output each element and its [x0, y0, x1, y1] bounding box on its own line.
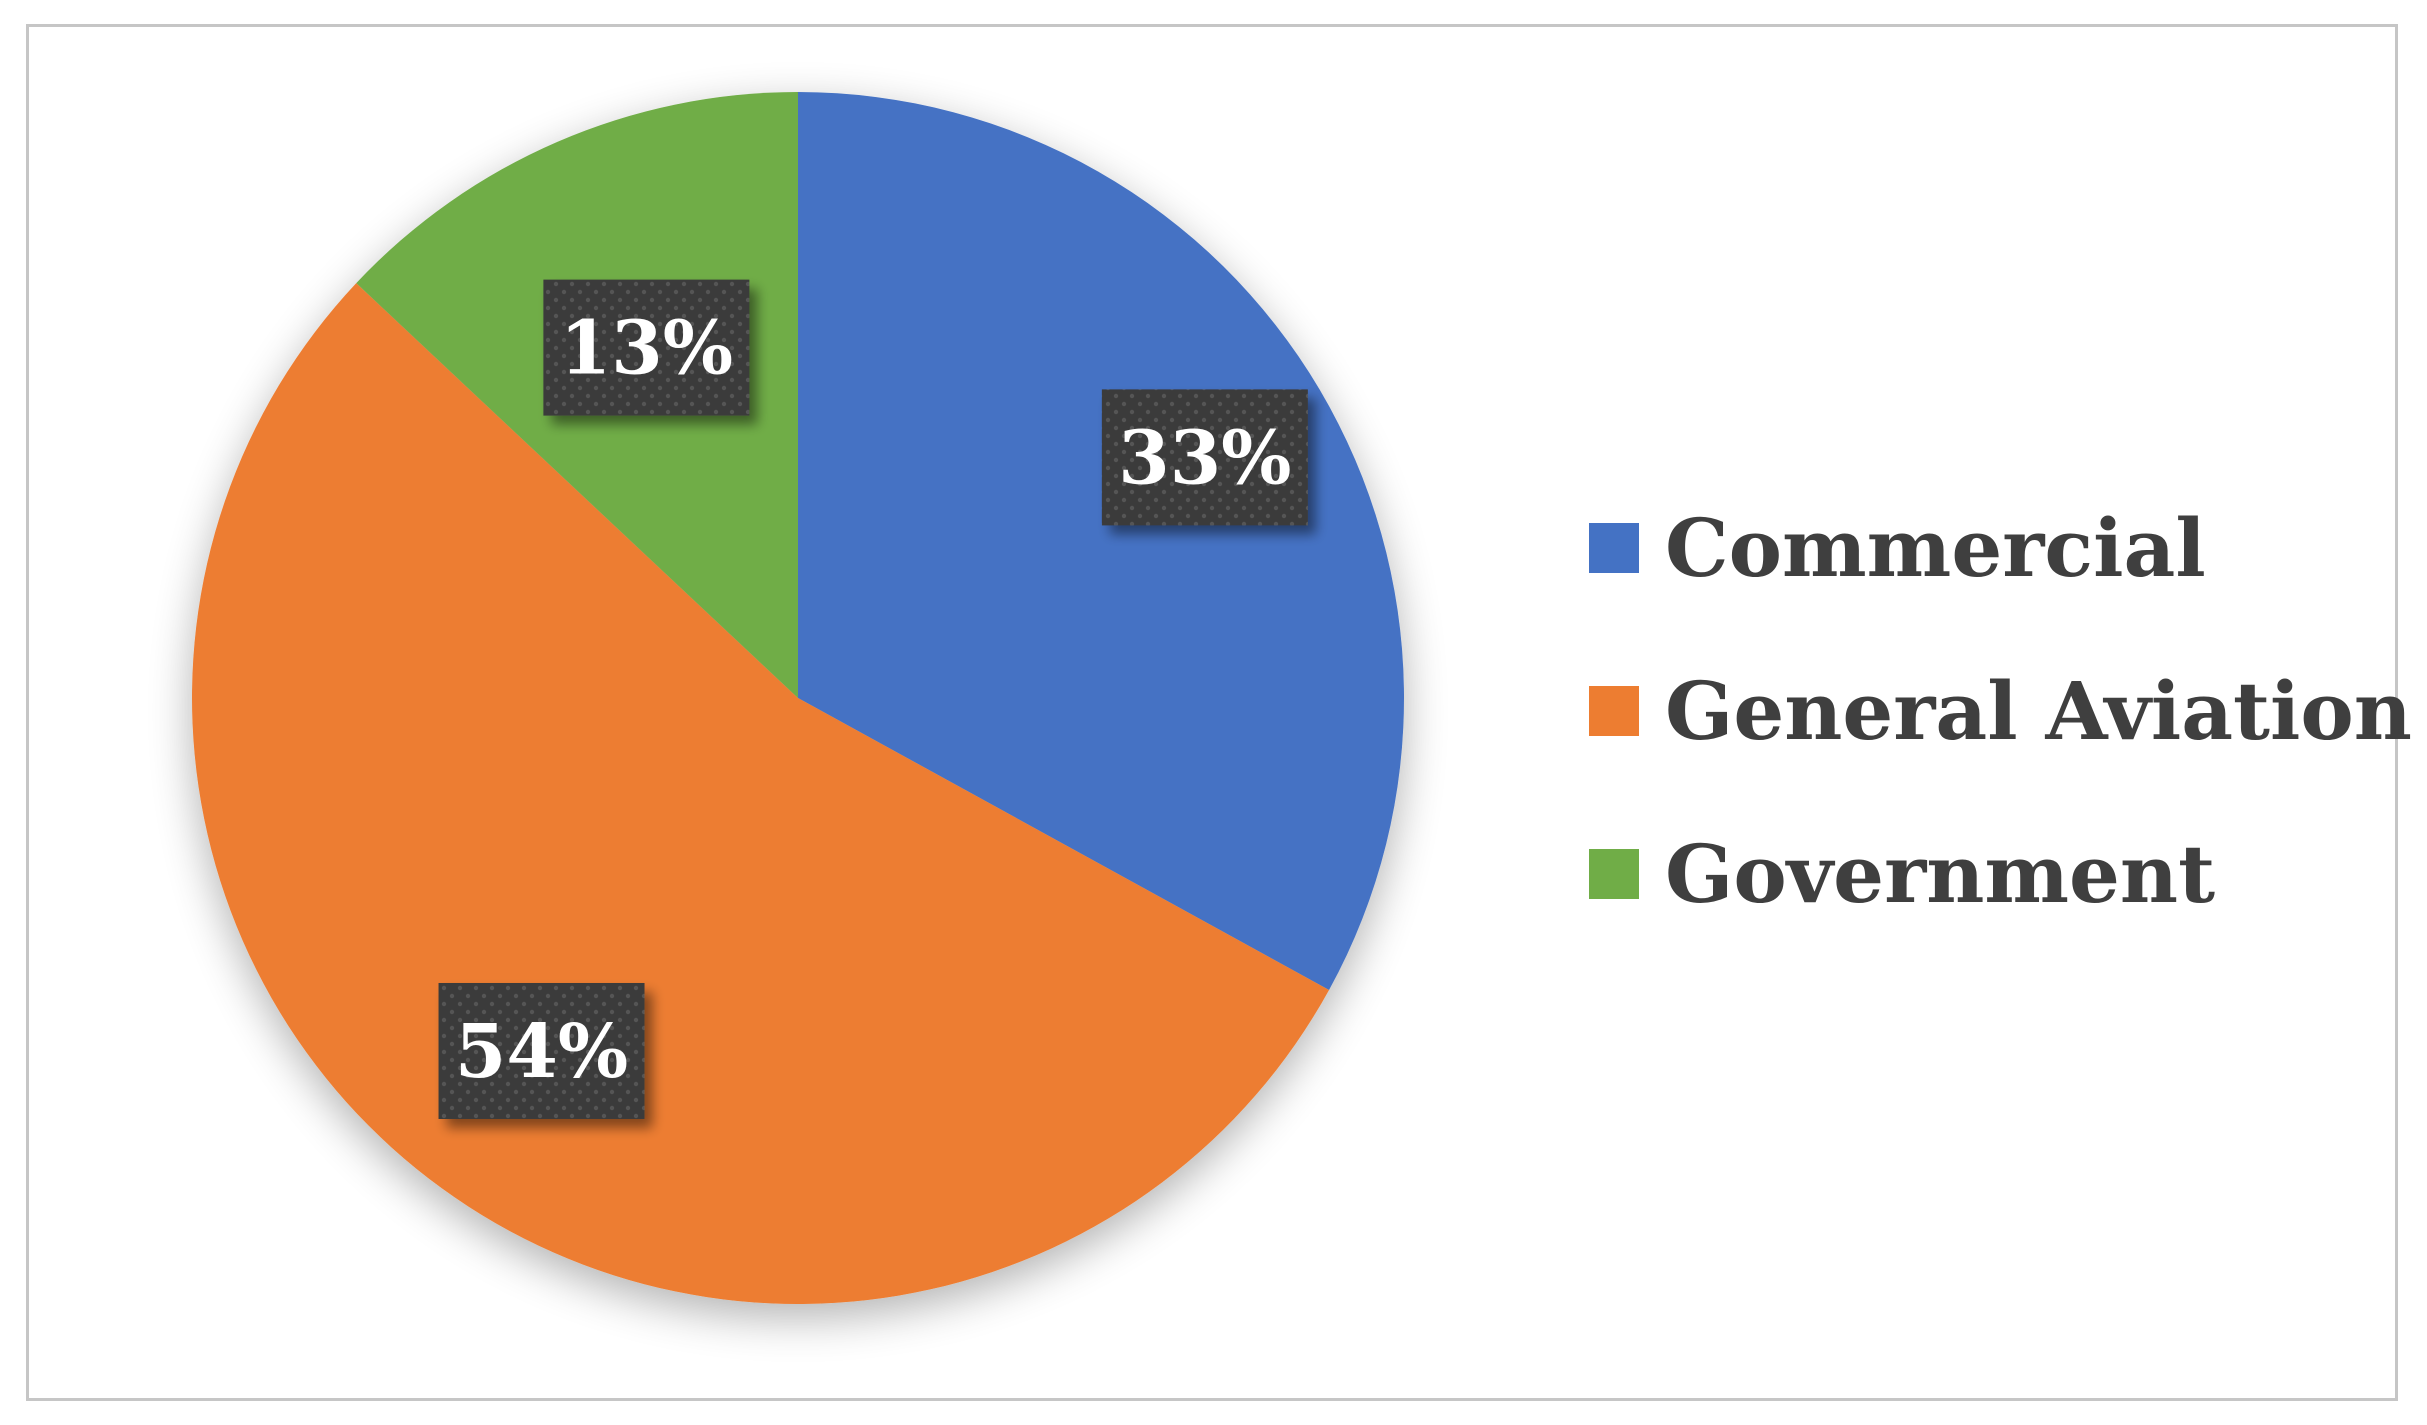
data-labels: 33% 54% 13% [438, 279, 1308, 1119]
data-label-government: 13% [543, 279, 750, 416]
legend-item-government: Government [1589, 827, 2215, 921]
data-label-text: 33% [1118, 415, 1291, 501]
pie-slices [192, 92, 1404, 1305]
legend-label: General Aviation [1665, 664, 2412, 758]
data-label-general-aviation: 54% [438, 982, 645, 1119]
legend-label: Government [1665, 827, 2215, 921]
legend-swatch [1589, 686, 1639, 736]
data-label-box [543, 279, 750, 416]
data-label-text: 13% [560, 306, 733, 392]
legend-item-commercial: Commercial [1589, 501, 2206, 595]
legend-label: Commercial [1665, 501, 2206, 595]
legend-item-general-aviation: General Aviation [1589, 664, 2412, 758]
pie-slice-commercial [798, 92, 1404, 990]
legend-swatch [1589, 523, 1639, 573]
legend-swatch [1589, 849, 1639, 899]
legend: Commercial General Aviation Government [1589, 501, 2412, 921]
data-label-text: 54% [455, 1009, 628, 1095]
data-label-box [1101, 389, 1308, 526]
data-label-box [438, 982, 645, 1119]
data-label-commercial: 33% [1101, 389, 1308, 526]
